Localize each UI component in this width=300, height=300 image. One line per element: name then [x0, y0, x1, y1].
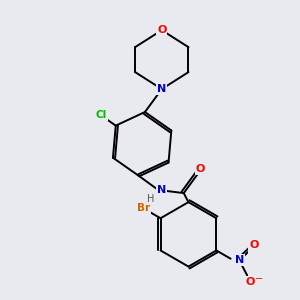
Text: N: N — [157, 185, 166, 195]
Text: −: − — [255, 274, 263, 284]
Text: O: O — [250, 240, 259, 250]
Text: O: O — [245, 277, 255, 286]
Text: H: H — [147, 194, 155, 204]
Text: N: N — [157, 84, 167, 94]
Text: Cl: Cl — [96, 110, 107, 121]
Text: O: O — [196, 164, 205, 174]
Text: O: O — [157, 25, 167, 35]
Text: N: N — [235, 255, 244, 265]
Text: Br: Br — [137, 203, 150, 213]
